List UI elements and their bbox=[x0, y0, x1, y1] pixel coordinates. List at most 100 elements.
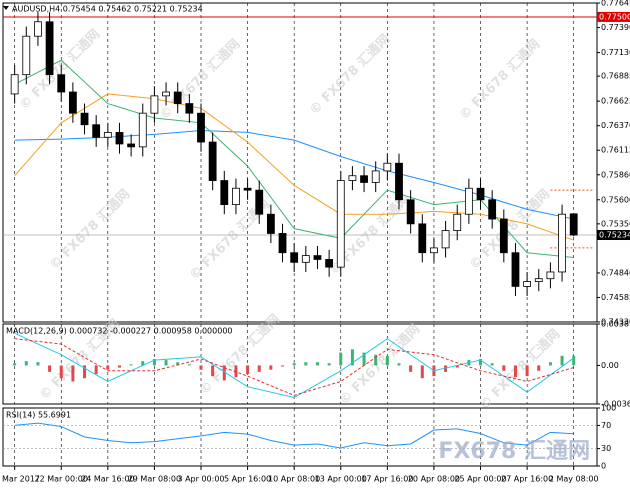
macd-bar bbox=[94, 365, 98, 374]
x-tick-label: 25 Apr 00:00 bbox=[454, 475, 506, 484]
chart-title: AUDUSD,H4 0.75454 0.75462 0.75221 0.7523… bbox=[12, 5, 203, 14]
y-tick-label: 0.76885 bbox=[601, 72, 630, 81]
macd-bar bbox=[572, 355, 576, 366]
candle-body bbox=[138, 112, 147, 148]
macd-bar bbox=[537, 365, 541, 371]
macd-bar bbox=[71, 365, 75, 382]
macd-bar bbox=[246, 365, 250, 374]
macd-bar bbox=[548, 362, 552, 366]
macd-bar bbox=[490, 363, 494, 366]
y-tick-label: 0.76115 bbox=[601, 146, 630, 155]
y-tick-label: 0.74585 bbox=[601, 293, 630, 302]
macd-bar bbox=[560, 355, 564, 366]
panel-frame bbox=[2, 323, 598, 405]
macd-bar bbox=[129, 364, 133, 366]
rsi-line bbox=[14, 422, 574, 449]
candle-body bbox=[127, 143, 136, 148]
macd-bar bbox=[257, 365, 261, 372]
candle-body bbox=[360, 175, 368, 183]
candle-body bbox=[278, 233, 287, 254]
macd-bar bbox=[152, 359, 156, 366]
menu-arrow bbox=[3, 6, 9, 10]
candle-body bbox=[348, 175, 357, 181]
x-tick-label: 17 Mar 2017 bbox=[0, 475, 40, 484]
macd-bar bbox=[502, 365, 506, 371]
candle-body bbox=[511, 252, 520, 287]
macd-bar bbox=[13, 363, 17, 366]
macd-bar bbox=[513, 365, 517, 378]
x-tick-label: 22 Mar 00:00 bbox=[35, 475, 88, 484]
macd-bar bbox=[409, 365, 413, 372]
candle-body bbox=[406, 199, 415, 225]
panel-title: MACD(12,26,9) 0.000732 -0.000227 0.00095… bbox=[6, 327, 233, 336]
macd-bar bbox=[36, 362, 40, 366]
x-tick-label: 5 Apr 16:00 bbox=[224, 475, 271, 484]
alert-label: 0.77500 bbox=[599, 12, 630, 21]
candle-body bbox=[290, 252, 299, 263]
candle-body bbox=[418, 223, 427, 254]
candle-body bbox=[45, 21, 54, 76]
candle-body bbox=[453, 213, 462, 231]
macd-bar bbox=[83, 365, 87, 379]
candle-body bbox=[395, 162, 403, 201]
candle-body bbox=[325, 259, 334, 268]
macd-bar bbox=[304, 362, 308, 366]
y-tick-label: 30 bbox=[601, 444, 611, 453]
macd-line bbox=[14, 338, 574, 396]
macd-bar bbox=[385, 355, 389, 366]
y-tick-label: 0 bbox=[601, 462, 606, 471]
y-tick-label: 0.00 bbox=[601, 361, 619, 370]
candle-body bbox=[10, 74, 19, 95]
x-tick-label: 20 Apr 08:00 bbox=[408, 475, 460, 484]
candle-body bbox=[336, 180, 345, 268]
macd-bar bbox=[269, 365, 273, 370]
macd-bar bbox=[397, 363, 401, 366]
x-tick-label: 13 Apr 00:00 bbox=[315, 475, 367, 484]
candle-body bbox=[569, 213, 578, 236]
macd-bar bbox=[24, 361, 28, 366]
x-tick-label: 3 Apr 00:00 bbox=[177, 475, 224, 484]
candle-body bbox=[558, 213, 566, 273]
candle-body bbox=[476, 187, 485, 201]
candle-body bbox=[22, 35, 31, 76]
y-tick-label: 0.77645 bbox=[601, 0, 630, 8]
candle-body bbox=[208, 141, 217, 181]
x-tick-label: 27 Apr 16:00 bbox=[501, 475, 553, 484]
macd-bar bbox=[164, 360, 168, 366]
alert-label-box bbox=[597, 11, 630, 22]
candle-body bbox=[546, 271, 555, 280]
macd-bar bbox=[187, 364, 191, 366]
brand-watermark: FX678 汇通网 bbox=[438, 439, 590, 464]
moving-average bbox=[14, 93, 574, 241]
x-tick-label: 10 Apr 08:00 bbox=[268, 475, 320, 484]
macd-bar bbox=[455, 365, 459, 368]
candle-body bbox=[185, 103, 194, 114]
macd-bar bbox=[444, 365, 448, 372]
macd-bar bbox=[479, 359, 483, 366]
macd-bar bbox=[374, 354, 378, 366]
candle-body bbox=[162, 91, 170, 97]
macd-bar bbox=[315, 362, 319, 366]
candle-body bbox=[383, 162, 392, 172]
x-tick-label: 24 Mar 16:00 bbox=[81, 475, 134, 484]
candle-body bbox=[232, 187, 240, 206]
macd-bar bbox=[176, 362, 180, 366]
candle-body bbox=[534, 278, 543, 282]
macd-bar bbox=[48, 365, 52, 372]
macd-bar bbox=[106, 365, 110, 370]
macd-bar bbox=[350, 349, 354, 366]
candle-body bbox=[255, 189, 264, 215]
panel-frame bbox=[2, 407, 598, 467]
macd-bar bbox=[292, 363, 296, 366]
y-tick-label: 0.003873 bbox=[601, 320, 630, 329]
candle-body bbox=[57, 74, 66, 93]
y-tick-label: -0.003607 bbox=[601, 400, 630, 409]
candle-body bbox=[103, 132, 112, 138]
candle-body bbox=[499, 218, 508, 254]
macd-bar bbox=[199, 365, 203, 370]
price-label: 0.75234 bbox=[599, 231, 630, 240]
